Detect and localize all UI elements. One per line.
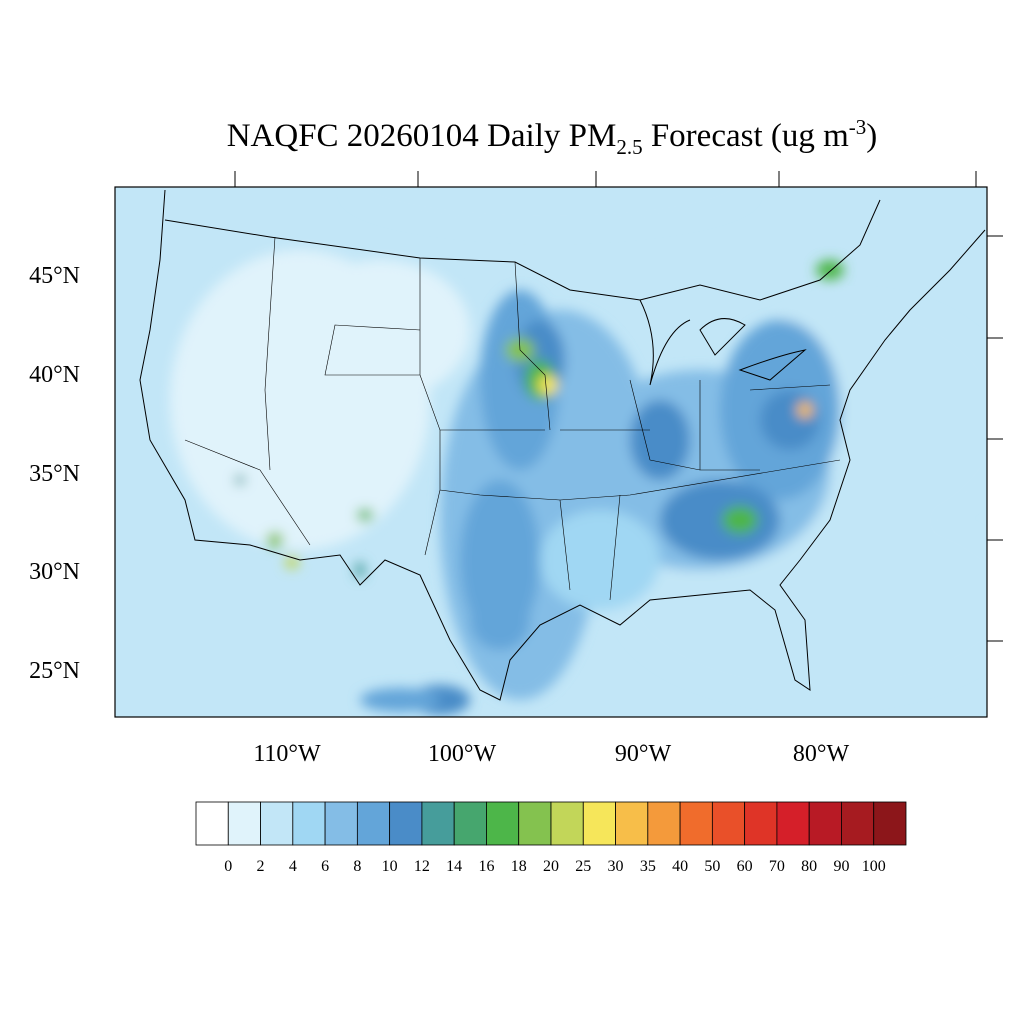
colorbar-label: 70 — [769, 858, 785, 875]
colorbar-box — [260, 801, 294, 846]
pm-blob — [540, 510, 660, 610]
colorbar-label: 18 — [511, 858, 527, 875]
pm-blob — [355, 562, 365, 578]
colorbar-box — [873, 801, 907, 846]
colorbar-box — [389, 801, 423, 846]
colorbar-label: 50 — [704, 858, 720, 875]
pm-blob — [630, 400, 690, 480]
colorbar-label: 35 — [640, 858, 656, 875]
colorbar: 0 2 4 6 8 10 12 14 16 18 20 25 30 35 40 50 60 70 80 90 100 — [195, 801, 907, 875]
colorbar-label: 2 — [257, 858, 265, 875]
pm25-field — [115, 187, 987, 717]
lat-label: 30°N — [29, 559, 80, 585]
lat-label: 35°N — [29, 461, 80, 487]
pm-blob — [538, 375, 558, 395]
field-blobs — [170, 187, 987, 715]
colorbar-box — [356, 801, 391, 846]
lat-label: 40°N — [29, 362, 80, 388]
colorbar-label: 12 — [414, 858, 430, 875]
colorbar-label: 6 — [321, 858, 329, 875]
colorbar-box — [518, 801, 552, 846]
colorbar-label: 25 — [575, 858, 591, 875]
lon-label: 100°W — [428, 741, 497, 767]
colorbar-label: 16 — [478, 858, 494, 875]
colorbar-box — [292, 801, 326, 846]
great-lakes — [639, 299, 807, 386]
coastline — [139, 189, 986, 701]
colorbar-box — [453, 801, 487, 846]
colorbar-box — [711, 801, 746, 846]
colorbar-box — [582, 801, 616, 846]
colorbar-box — [324, 801, 358, 846]
lon-label: 80°W — [793, 741, 850, 767]
title-subscript: 2.5 — [616, 135, 642, 159]
colorbar-box — [615, 801, 649, 846]
pm-blob — [797, 402, 813, 418]
colorbar-label: 100 — [862, 858, 886, 875]
title-end: ) — [866, 118, 877, 154]
pm-blob — [357, 509, 373, 521]
colorbar-label: 60 — [737, 858, 753, 875]
colorbar-box — [744, 801, 778, 846]
colorbar-label: 20 — [543, 858, 559, 875]
colorbar-box — [808, 801, 842, 846]
lat-label: 45°N — [29, 263, 80, 289]
pm-blob — [360, 688, 440, 712]
pm-blob — [660, 480, 780, 560]
pm-blob — [722, 506, 758, 534]
colorbar-label: 30 — [608, 858, 624, 875]
title-superscript: -3 — [849, 115, 867, 139]
pm-blob — [290, 260, 470, 400]
colorbar-label: 0 — [224, 858, 232, 875]
colorbar-label: 4 — [289, 858, 297, 875]
colorbar-box — [195, 801, 229, 846]
colorbar-label: 14 — [446, 858, 462, 875]
colorbar-box — [421, 801, 455, 846]
colorbar-label: 10 — [382, 858, 398, 875]
colorbar-box — [841, 801, 875, 846]
pm-blob — [235, 475, 245, 485]
lat-label: 25°N — [29, 658, 80, 684]
title-after: Forecast (ug m — [643, 118, 850, 154]
plot-frame — [114, 186, 988, 718]
colorbar-box — [647, 801, 681, 846]
colorbar-label: 80 — [801, 858, 817, 875]
state-lines — [184, 236, 841, 601]
colorbar-box — [550, 801, 584, 846]
pm-blob — [470, 590, 530, 650]
lon-label: 90°W — [615, 741, 672, 767]
pm-blob — [760, 390, 820, 450]
frame-ticks — [234, 171, 1003, 642]
pm-blob — [267, 532, 283, 548]
colorbar-box — [679, 801, 713, 846]
title: NAQFC 20260104 Daily PM2.5 Forecast (ug … — [227, 115, 878, 159]
colorbar-box — [227, 801, 261, 846]
colorbar-box — [486, 801, 520, 846]
lon-label: 110°W — [253, 741, 321, 767]
colorbar-label: 40 — [672, 858, 688, 875]
colorbar-label: 8 — [353, 858, 361, 875]
pm-blob — [350, 187, 750, 230]
axis-labels: 45°N 40°N 35°N 30°N 25°N 110°W 100°W 90°W 80°W — [29, 263, 849, 767]
boundaries — [139, 189, 986, 701]
colorbar-box — [776, 801, 810, 846]
colorbar-label: 90 — [833, 858, 849, 875]
title-main: NAQFC 20260104 Daily PM — [227, 118, 617, 154]
